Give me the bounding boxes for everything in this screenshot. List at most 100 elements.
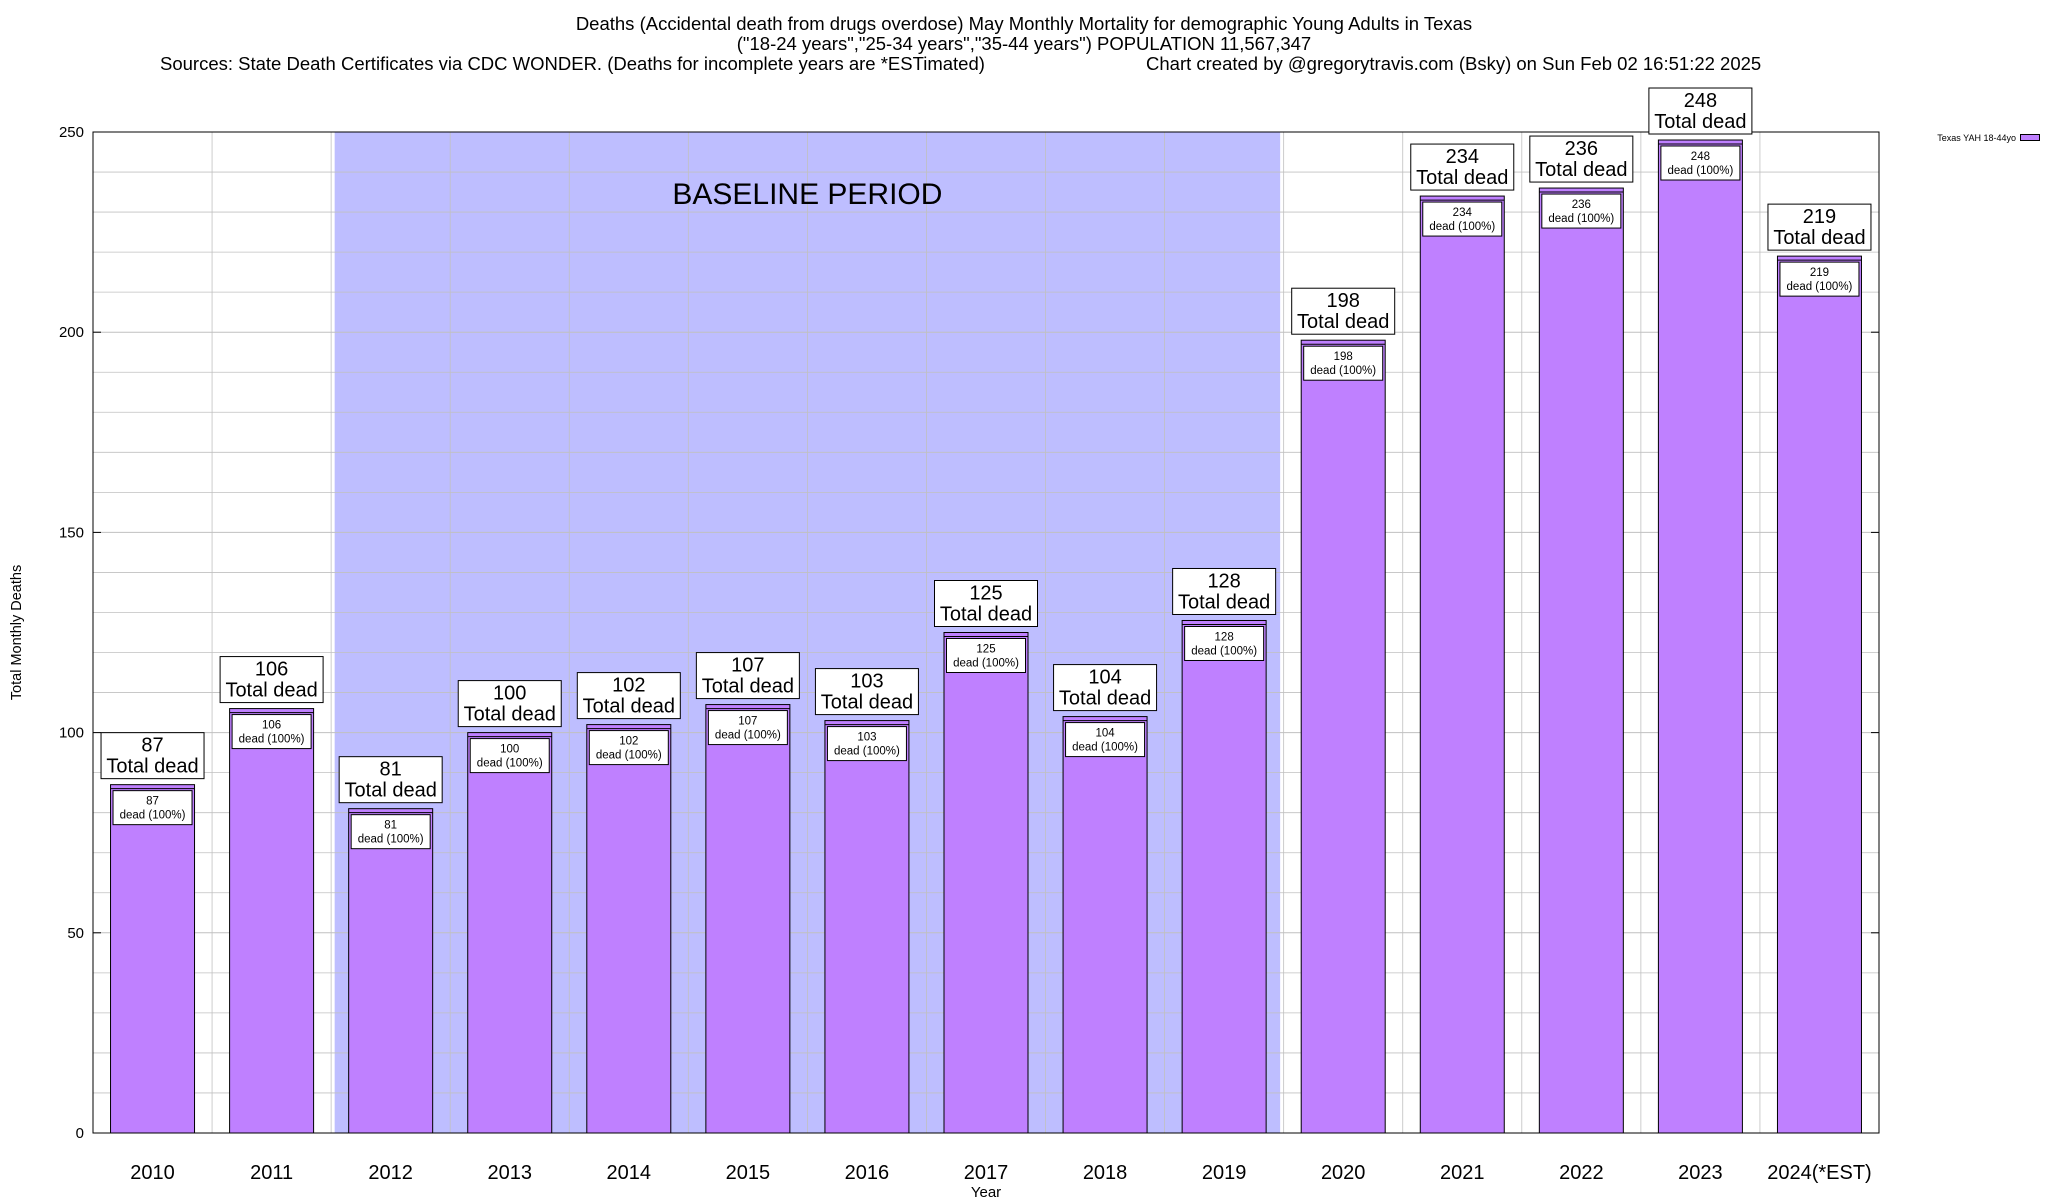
bar-inner-value-label: 87 [146, 796, 159, 808]
bar-inner-value-label: 219 [1810, 267, 1829, 279]
bar-inner-value-label: 125 [976, 644, 995, 656]
bar-inner-percent-label: dead (100%) [1548, 213, 1614, 225]
bar-total-label-box [814, 668, 919, 716]
y-tick-label: 200 [59, 324, 84, 341]
x-tick-label: 2011 [250, 1162, 293, 1184]
x-tick-label: 2024(*EST) [1767, 1162, 1872, 1184]
bar-inner-label-box [1184, 625, 1265, 661]
bar-total-value-label: 128 [1207, 570, 1240, 592]
bar-inner-percent-label: dead (100%) [1072, 742, 1138, 754]
bar-inner-label-box [350, 814, 431, 850]
bar [110, 784, 196, 1134]
bar-inner-value-label: 128 [1215, 631, 1234, 643]
bar [348, 808, 434, 1134]
y-tick-label: 50 [67, 925, 84, 942]
bar-inner-percent-label: dead (100%) [1787, 281, 1853, 293]
bar-inner-label-box [826, 726, 907, 762]
chart-sources-note: Sources: State Death Certificates via CD… [160, 53, 985, 74]
x-tick-label: 2023 [1678, 1162, 1723, 1184]
bar-inner-percent-label: dead (100%) [715, 730, 781, 742]
x-tick-label: 2014 [607, 1162, 652, 1184]
y-tick-label: 250 [59, 124, 84, 141]
bar-inner-label-box [469, 738, 550, 774]
legend-series-swatch [2020, 134, 2040, 141]
bar-total-value-label: 81 [380, 759, 402, 781]
x-tick-label: 2012 [368, 1162, 413, 1184]
bar-total-label-box [1529, 135, 1634, 183]
bar [1419, 195, 1505, 1134]
bar [705, 704, 791, 1134]
chart-title: Deaths (Accidental death from drugs over… [575, 13, 1473, 34]
bar-inner-label-box [946, 638, 1026, 673]
bar-inner-label-box [112, 790, 193, 826]
bar-inner-value-label: 198 [1334, 351, 1353, 363]
bar-total-text-label: Total dead [1535, 159, 1627, 181]
bar-total-value-label: 106 [255, 659, 288, 681]
bar-total-text-label: Total dead [1654, 111, 1746, 133]
bar-inner-percent-label: dead (100%) [953, 658, 1019, 670]
chart-credit-note: Chart created by @gregorytravis.com (Bsk… [1146, 53, 1762, 74]
bar-total-text-label: Total dead [225, 680, 317, 702]
bar-inner-value-label: 248 [1691, 151, 1710, 163]
bar [1300, 339, 1386, 1134]
bar-total-text-label: Total dead [464, 704, 556, 726]
bar-total-value-label: 107 [731, 655, 764, 677]
bar-inner-label-box [1541, 193, 1622, 229]
bar-total-value-label: 125 [969, 583, 1002, 605]
bar-total-text-label: Total dead [940, 604, 1032, 626]
bar-total-text-label: Total dead [345, 780, 437, 802]
bar-inner-percent-label: dead (100%) [358, 834, 424, 846]
y-tick-label: 0 [76, 1125, 84, 1142]
bar [1657, 139, 1743, 1134]
bar-inner-percent-label: dead (100%) [1667, 165, 1733, 177]
bar-inner-value-label: 234 [1453, 207, 1473, 219]
bar-total-value-label: 100 [493, 683, 526, 705]
x-tick-label: 2021 [1440, 1162, 1485, 1184]
bar [1062, 716, 1148, 1134]
legend-series-label: Texas YAH 18-44yo [1937, 133, 2016, 143]
x-tick-label: 2016 [845, 1162, 890, 1184]
bar-inner-percent-label: dead (100%) [1310, 365, 1376, 377]
bar-total-label-box [1648, 87, 1753, 135]
bar-inner-label-box [1065, 722, 1146, 758]
bar-total-value-label: 236 [1565, 138, 1598, 160]
bar-inner-value-label: 81 [384, 820, 397, 832]
bar-total-value-label: 104 [1088, 667, 1121, 689]
bar-total-label-box [695, 652, 800, 700]
bar-total-text-label: Total dead [1178, 591, 1270, 613]
bar-inner-label-box [231, 714, 312, 750]
bar-inner-label-box [1660, 145, 1741, 181]
x-tick-label: 2017 [964, 1162, 1009, 1184]
bar-total-label-box [457, 680, 562, 728]
bar-total-text-label: Total dead [1059, 688, 1151, 710]
bar-inner-value-label: 104 [1095, 728, 1115, 740]
bar-total-label-box [1410, 143, 1515, 191]
bar-total-label-box [338, 756, 443, 804]
bar-total-text-label: Total dead [1773, 227, 1865, 249]
bar-inner-label-box [1779, 261, 1860, 297]
x-tick-label: 2018 [1083, 1162, 1128, 1184]
bar-total-text-label: Total dead [1416, 167, 1508, 189]
bar-inner-value-label: 106 [262, 720, 281, 732]
bar-total-text-label: Total dead [702, 676, 794, 698]
bar-total-value-label: 103 [850, 671, 883, 693]
chart-subtitle-population: ("18-24 years","25-34 years","35-44 year… [736, 33, 1312, 54]
bar-inner-percent-label: dead (100%) [239, 734, 305, 746]
bar-total-label-box [576, 672, 681, 720]
bar-inner-value-label: 103 [857, 732, 876, 744]
bar-total-text-label: Total dead [1297, 311, 1389, 333]
bar [1181, 619, 1267, 1134]
bar [229, 708, 315, 1134]
legend: Texas YAH 18-44yo [1900, 131, 2040, 145]
x-tick-label: 2020 [1321, 1162, 1366, 1184]
bar-total-value-label: 234 [1446, 146, 1479, 168]
x-axis-title: Year [971, 1184, 1001, 1200]
baseline-period-label: BASELINE PERIOD [672, 178, 942, 211]
x-tick-label: 2015 [726, 1162, 771, 1184]
bar [824, 720, 910, 1134]
bar-inner-percent-label: dead (100%) [477, 758, 543, 770]
x-tick-label: 2019 [1202, 1162, 1247, 1184]
bar-total-label-box [1053, 664, 1158, 712]
bar-inner-value-label: 236 [1572, 199, 1591, 211]
